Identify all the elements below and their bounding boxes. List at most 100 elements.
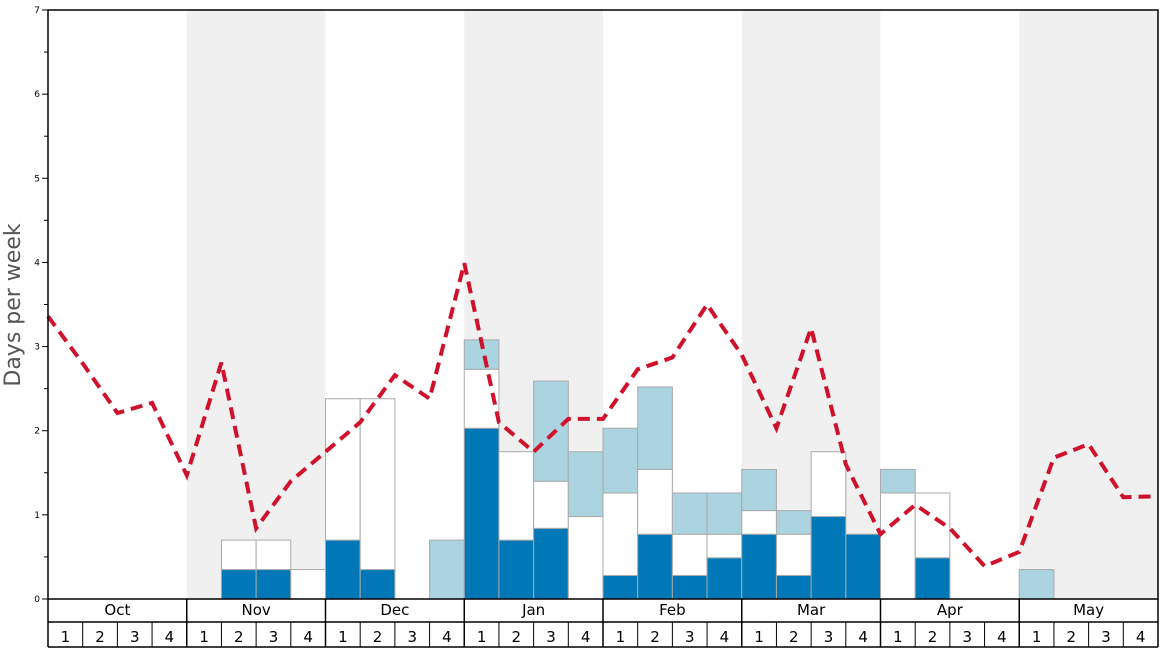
- bar-segment-light-week-19: [671, 492, 708, 535]
- month-band-nov: [186, 10, 326, 599]
- week-label: 3: [962, 628, 972, 646]
- month-label-mar: Mar: [797, 601, 826, 619]
- week-label: 4: [303, 628, 313, 646]
- y-tick-label: 2: [34, 427, 40, 437]
- week-label: 3: [546, 628, 556, 646]
- month-label-jan: Jan: [521, 601, 545, 619]
- trend-line-path: [46, 262, 1157, 569]
- week-label: 1: [338, 628, 348, 646]
- week-label: 2: [1067, 628, 1077, 646]
- week-label: 4: [581, 628, 591, 646]
- bar-segment-dark-week-22: [775, 574, 812, 600]
- y-tick-label: 6: [34, 90, 40, 100]
- week-label: 1: [477, 628, 487, 646]
- bar-segment-light-week-20: [706, 492, 743, 535]
- bar-segment-white-week-15: [533, 480, 569, 529]
- bars: [220, 339, 1055, 600]
- week-label: 2: [789, 628, 799, 646]
- week-label: 4: [997, 628, 1007, 646]
- month-label-feb: Feb: [659, 601, 686, 619]
- y-tick-label: 0: [34, 595, 40, 605]
- bar-segment-dark-week-7: [255, 569, 292, 600]
- bar-segment-dark-week-10: [359, 569, 396, 600]
- week-label: 3: [824, 628, 834, 646]
- y-tick-label: 3: [34, 343, 40, 353]
- month-label-oct: Oct: [104, 601, 130, 619]
- y-axis: 0 1 2 3 4 5 6 7: [34, 6, 48, 605]
- week-label: 4: [165, 628, 175, 646]
- bar-segment-dark-week-23: [810, 516, 847, 600]
- week-label: 4: [720, 628, 730, 646]
- month-label-nov: Nov: [241, 601, 270, 619]
- bar-segment-dark-week-9: [325, 539, 361, 600]
- y-axis-label: Days per week: [1, 223, 26, 386]
- week-label: 2: [95, 628, 105, 646]
- x-axis: Oct 1 2 3 4 Nov 1 2 3 4 Dec 1 2 3 4 Jan 1 2 3 4 Feb 1 2 3 4 Mar 1 2…: [47, 599, 1159, 648]
- bar-segment-dark-week-13: [463, 427, 500, 600]
- week-label: 4: [442, 628, 452, 646]
- bar-segment-white-week-19: [671, 533, 708, 576]
- week-label: 3: [130, 628, 140, 646]
- month-shading: [186, 10, 1158, 599]
- bar-segment-dark-week-21: [741, 533, 777, 600]
- bar-segment-dark-week-20: [706, 557, 743, 600]
- bar-segment-white-week-23: [810, 451, 847, 518]
- y-tick-label: 4: [34, 258, 40, 268]
- bar-segment-white-week-17: [602, 492, 639, 576]
- bar-segment-white-week-6: [220, 539, 257, 571]
- week-label: 1: [754, 628, 764, 646]
- y-tick-label: 7: [34, 6, 40, 16]
- bar-segment-white-week-9: [325, 398, 361, 541]
- week-label: 3: [1101, 628, 1111, 646]
- bar-segment-light-week-17: [602, 427, 639, 494]
- week-label: 4: [858, 628, 868, 646]
- bar-segment-white-week-22: [775, 533, 812, 576]
- week-label: 3: [269, 628, 279, 646]
- bar-segment-white-week-18: [637, 468, 673, 535]
- bar-segment-white-week-20: [706, 533, 743, 559]
- month-label-apr: Apr: [937, 601, 964, 619]
- bar-segment-dark-week-24: [845, 533, 881, 600]
- bar-segment-dark-week-6: [220, 569, 257, 600]
- week-label: 2: [234, 628, 244, 646]
- week-label: 1: [199, 628, 209, 646]
- bar-segment-white-week-14: [498, 451, 535, 541]
- bar-segment-light-week-22: [775, 510, 812, 535]
- bar-segment-dark-week-26: [914, 557, 951, 600]
- y-tick-label: 5: [34, 174, 40, 184]
- bar-segment-dark-week-18: [637, 533, 673, 600]
- month-band-may: [1019, 10, 1158, 599]
- week-label: 1: [1032, 628, 1042, 646]
- trend-line: [46, 262, 1157, 569]
- plot-frame: [47, 9, 1159, 600]
- bar-segment-light-week-12: [429, 539, 465, 600]
- bar-segment-light-week-29: [1018, 569, 1055, 600]
- week-label: 2: [650, 628, 660, 646]
- week-label: 2: [512, 628, 522, 646]
- week-label: 3: [685, 628, 695, 646]
- bar-segment-white-week-21: [741, 510, 777, 535]
- bar-segment-light-week-18: [637, 386, 673, 470]
- bar-segment-light-week-25: [880, 468, 916, 494]
- bar-segment-dark-week-14: [498, 539, 535, 600]
- week-label: 3: [407, 628, 417, 646]
- bar-segment-dark-week-17: [602, 574, 639, 600]
- week-label: 1: [616, 628, 626, 646]
- week-label: 1: [61, 628, 71, 646]
- bar-segment-white-week-10: [359, 398, 396, 571]
- bar-segment-light-week-21: [741, 468, 777, 512]
- bar-segment-white-week-8: [290, 569, 326, 600]
- month-label-dec: Dec: [380, 601, 409, 619]
- bar-segment-dark-week-15: [533, 527, 569, 600]
- bar-segment-light-week-15: [533, 380, 569, 482]
- bar-segment-white-week-7: [255, 539, 292, 571]
- bar-segment-dark-week-19: [671, 574, 708, 600]
- week-label: 2: [373, 628, 383, 646]
- bar-segment-light-week-16: [567, 451, 604, 518]
- month-label-may: May: [1073, 601, 1104, 619]
- week-label: 2: [928, 628, 938, 646]
- week-label: 1: [893, 628, 903, 646]
- y-tick-label: 1: [34, 511, 40, 521]
- week-label: 4: [1136, 628, 1146, 646]
